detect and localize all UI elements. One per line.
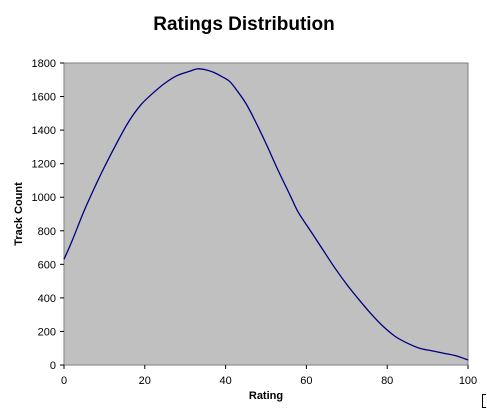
y-tick-label: 0 [50,360,56,372]
y-tick-label: 600 [38,259,56,271]
x-tick-label: 80 [381,375,393,387]
x-tick-label: 0 [61,375,67,387]
y-tick-label: 1000 [32,192,56,204]
axis-ticks: 0 200 400 600 800 1000 1200 1400 1600 1800 0 20 40 60… [32,58,478,387]
x-tick-label: 40 [219,375,231,387]
plot-area [63,62,469,366]
y-axis-title: Track Count [13,182,25,246]
chart-title: Ratings Distribution [153,14,335,35]
y-tick-label: 200 [38,326,56,338]
y-tick-label: 400 [38,293,56,305]
x-tick-label: 20 [139,375,151,387]
y-tick-label: 1800 [32,58,56,70]
series-line [63,68,469,361]
y-tick-label: 1400 [32,125,56,137]
series-layer [63,68,469,361]
corner-bracket-mark [482,394,486,408]
x-tick-label: 100 [459,375,477,387]
y-tick-label: 1200 [32,159,56,171]
x-axis-title: Rating [249,390,283,402]
y-tick-label: 800 [38,226,56,238]
y-tick-label: 1600 [32,92,56,104]
x-tick-label: 60 [300,375,312,387]
